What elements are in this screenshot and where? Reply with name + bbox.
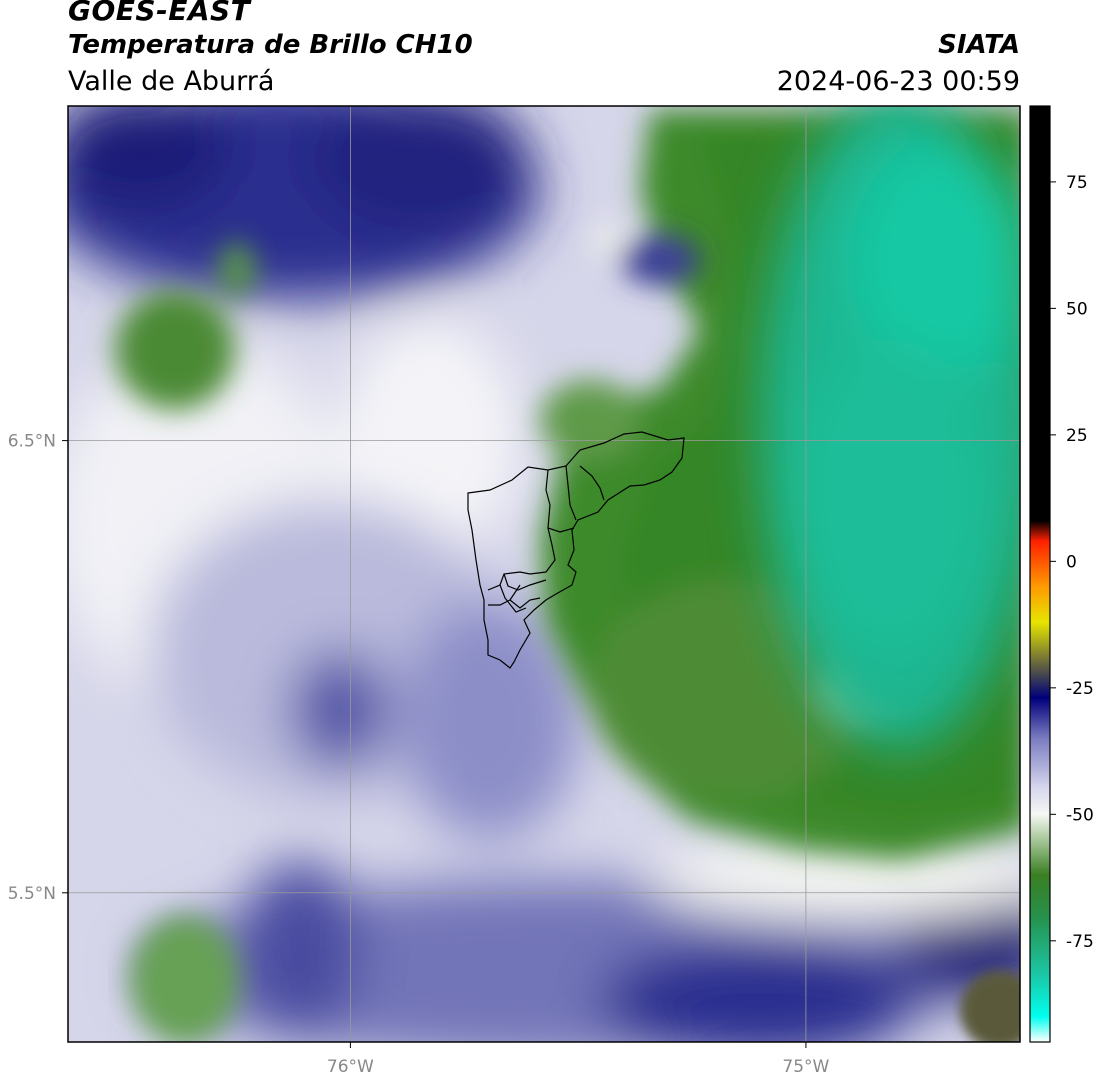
brightness-temperature-field <box>68 106 1020 1042</box>
municipality-border <box>579 465 605 501</box>
colorbar-tick-label: 50 <box>1066 299 1088 319</box>
latitude-label: 5.5°N <box>8 884 56 904</box>
municipality-boundaries <box>467 431 685 669</box>
latitude-labels: 6.5°N 5.5°N <box>8 432 68 904</box>
map-gridlines <box>68 106 1020 1042</box>
municipality-border <box>565 465 577 521</box>
municipality-border <box>499 584 527 613</box>
colorbar-tick-label: -75 <box>1066 932 1094 952</box>
satellite-title: GOES-EAST <box>68 0 251 27</box>
aburra-valley-outline <box>467 431 685 669</box>
colorbar-tick-label: -50 <box>1066 805 1094 825</box>
colorbar-scale <box>1029 105 1051 1043</box>
colorbar-ticks: 75 50 25 0 -25 -50 -75 <box>1050 173 1094 952</box>
municipality-border <box>503 573 547 591</box>
municipality-border <box>488 597 541 609</box>
organization-title: SIATA <box>938 30 1020 60</box>
colorbar: 75 50 25 0 -25 -50 -75 <box>1029 105 1094 1043</box>
timestamp-title: 2024-06-23 00:59 <box>776 66 1020 97</box>
colorbar-tick-label: -25 <box>1066 679 1094 699</box>
longitude-label: 75°W <box>782 1057 829 1077</box>
longitude-label: 76°W <box>327 1057 374 1077</box>
colorbar-tick-label: 25 <box>1066 426 1088 446</box>
latitude-label: 6.5°N <box>8 432 56 452</box>
municipality-border <box>545 469 575 533</box>
region-title: Valle de Aburrá <box>68 66 275 97</box>
product-title: Temperatura de Brillo CH10 <box>68 30 473 60</box>
colorbar-tick-label: 0 <box>1066 552 1077 572</box>
colorbar-tick-label: 75 <box>1066 173 1088 193</box>
municipality-border <box>509 584 521 601</box>
longitude-labels: 76°W 75°W <box>327 1042 830 1077</box>
map-frame <box>67 105 1021 1043</box>
municipality-border <box>487 527 556 591</box>
